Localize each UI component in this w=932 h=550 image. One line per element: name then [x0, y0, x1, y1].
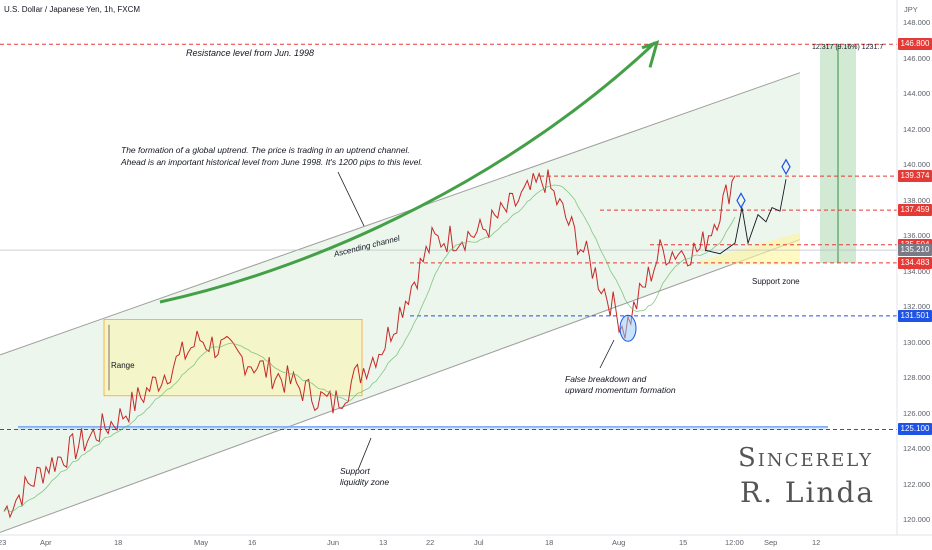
- time-tick: 15: [679, 538, 688, 547]
- price-tick: 124.000: [903, 444, 931, 453]
- time-tick: May: [194, 538, 209, 547]
- price-tag: 135.210: [898, 244, 932, 257]
- time-tick: 18: [114, 538, 123, 547]
- target-marker-1: [736, 192, 746, 209]
- signature-line-2: R. Linda: [740, 476, 876, 509]
- price-tag: 146.800: [898, 38, 932, 51]
- price-tick: 120.000: [903, 515, 931, 524]
- measure-label: 12.317 (9.16%) 1231.7: [812, 44, 884, 51]
- support-zone: [700, 232, 800, 265]
- channel-fill: [0, 72, 800, 533]
- moving-average: [3, 184, 736, 512]
- time-tick: Aug: [612, 538, 626, 547]
- ascending-channel: [0, 72, 801, 533]
- time-tick: Jun: [327, 538, 340, 547]
- price-tick: 132.000: [903, 302, 931, 311]
- channel-lower: [0, 239, 801, 533]
- price-tag: 131.501: [898, 309, 932, 322]
- currency-label: JPY: [904, 5, 918, 14]
- price-tag: 134.483: [898, 256, 932, 269]
- price-tick: 148.000: [903, 18, 931, 27]
- support-liq-text-2: liquidity zone: [340, 477, 390, 487]
- range-label: Range: [111, 361, 135, 370]
- price-tick: 134.000: [903, 266, 931, 276]
- time-tick: 13: [379, 538, 388, 547]
- target-marker-2: [781, 158, 791, 176]
- time-tick: 12:00: [725, 538, 744, 547]
- time-tick: 22: [426, 538, 435, 547]
- price-tag: 125.100: [898, 423, 932, 436]
- price-tick: 130.000: [903, 337, 931, 347]
- trend-text-1: The formation of a global uptrend. The p…: [121, 145, 410, 155]
- zones: [18, 44, 856, 430]
- resistance-label: Resistance level from Jun. 1998: [186, 48, 315, 58]
- levels: [0, 43, 897, 430]
- support-liq-text-1: Support: [340, 466, 370, 476]
- price-tick: 128.000: [903, 373, 931, 382]
- support-pointer: [357, 437, 372, 471]
- time-tick: 16: [248, 538, 257, 547]
- price-tick: 122.000: [903, 479, 931, 489]
- price-tag: 139.374: [898, 170, 932, 183]
- trend-pointer: [337, 171, 365, 227]
- price-tick: 140.000: [903, 160, 931, 169]
- signature-line-1: Sincerely: [738, 443, 873, 473]
- support-zone-label: Support zone: [752, 277, 800, 286]
- uptrend-arrowhead: [641, 40, 660, 68]
- false-breakdown-circle: [619, 314, 637, 342]
- projected-path: [704, 179, 787, 255]
- breakdown-pointer: [599, 339, 615, 369]
- price-line: [3, 169, 736, 519]
- liquidity-zone: [18, 425, 828, 430]
- price-tick: 144.000: [903, 89, 931, 98]
- price-tag: 137.459: [898, 204, 932, 217]
- channel-upper: [0, 72, 801, 356]
- price-tick: 136.000: [903, 231, 931, 240]
- uptrend-arrow: [159, 41, 657, 304]
- time-tick: 23: [0, 538, 7, 547]
- symbol-title: U.S. Dollar / Japanese Yen, 1h, FXCM: [4, 5, 141, 14]
- range-box: [103, 319, 363, 397]
- false-breakdown-text-1: False breakdown and: [565, 374, 647, 384]
- time-tick: Sep: [764, 538, 778, 547]
- time-tick: 12: [812, 538, 821, 547]
- false-breakdown-text-2: upward momentum formation: [565, 385, 676, 395]
- drawings: [159, 40, 791, 471]
- price-series: [3, 169, 736, 519]
- time-tick: 18: [545, 538, 554, 547]
- time-tick: Jul: [474, 538, 484, 547]
- price-tick: 146.000: [903, 53, 931, 63]
- time-tick: Apr: [40, 538, 52, 547]
- trend-text-2: Ahead is an important historical level f…: [121, 157, 423, 167]
- price-tick: 126.000: [903, 408, 931, 418]
- price-tick: 138.000: [903, 195, 931, 205]
- price-tick: 142.000: [903, 124, 931, 134]
